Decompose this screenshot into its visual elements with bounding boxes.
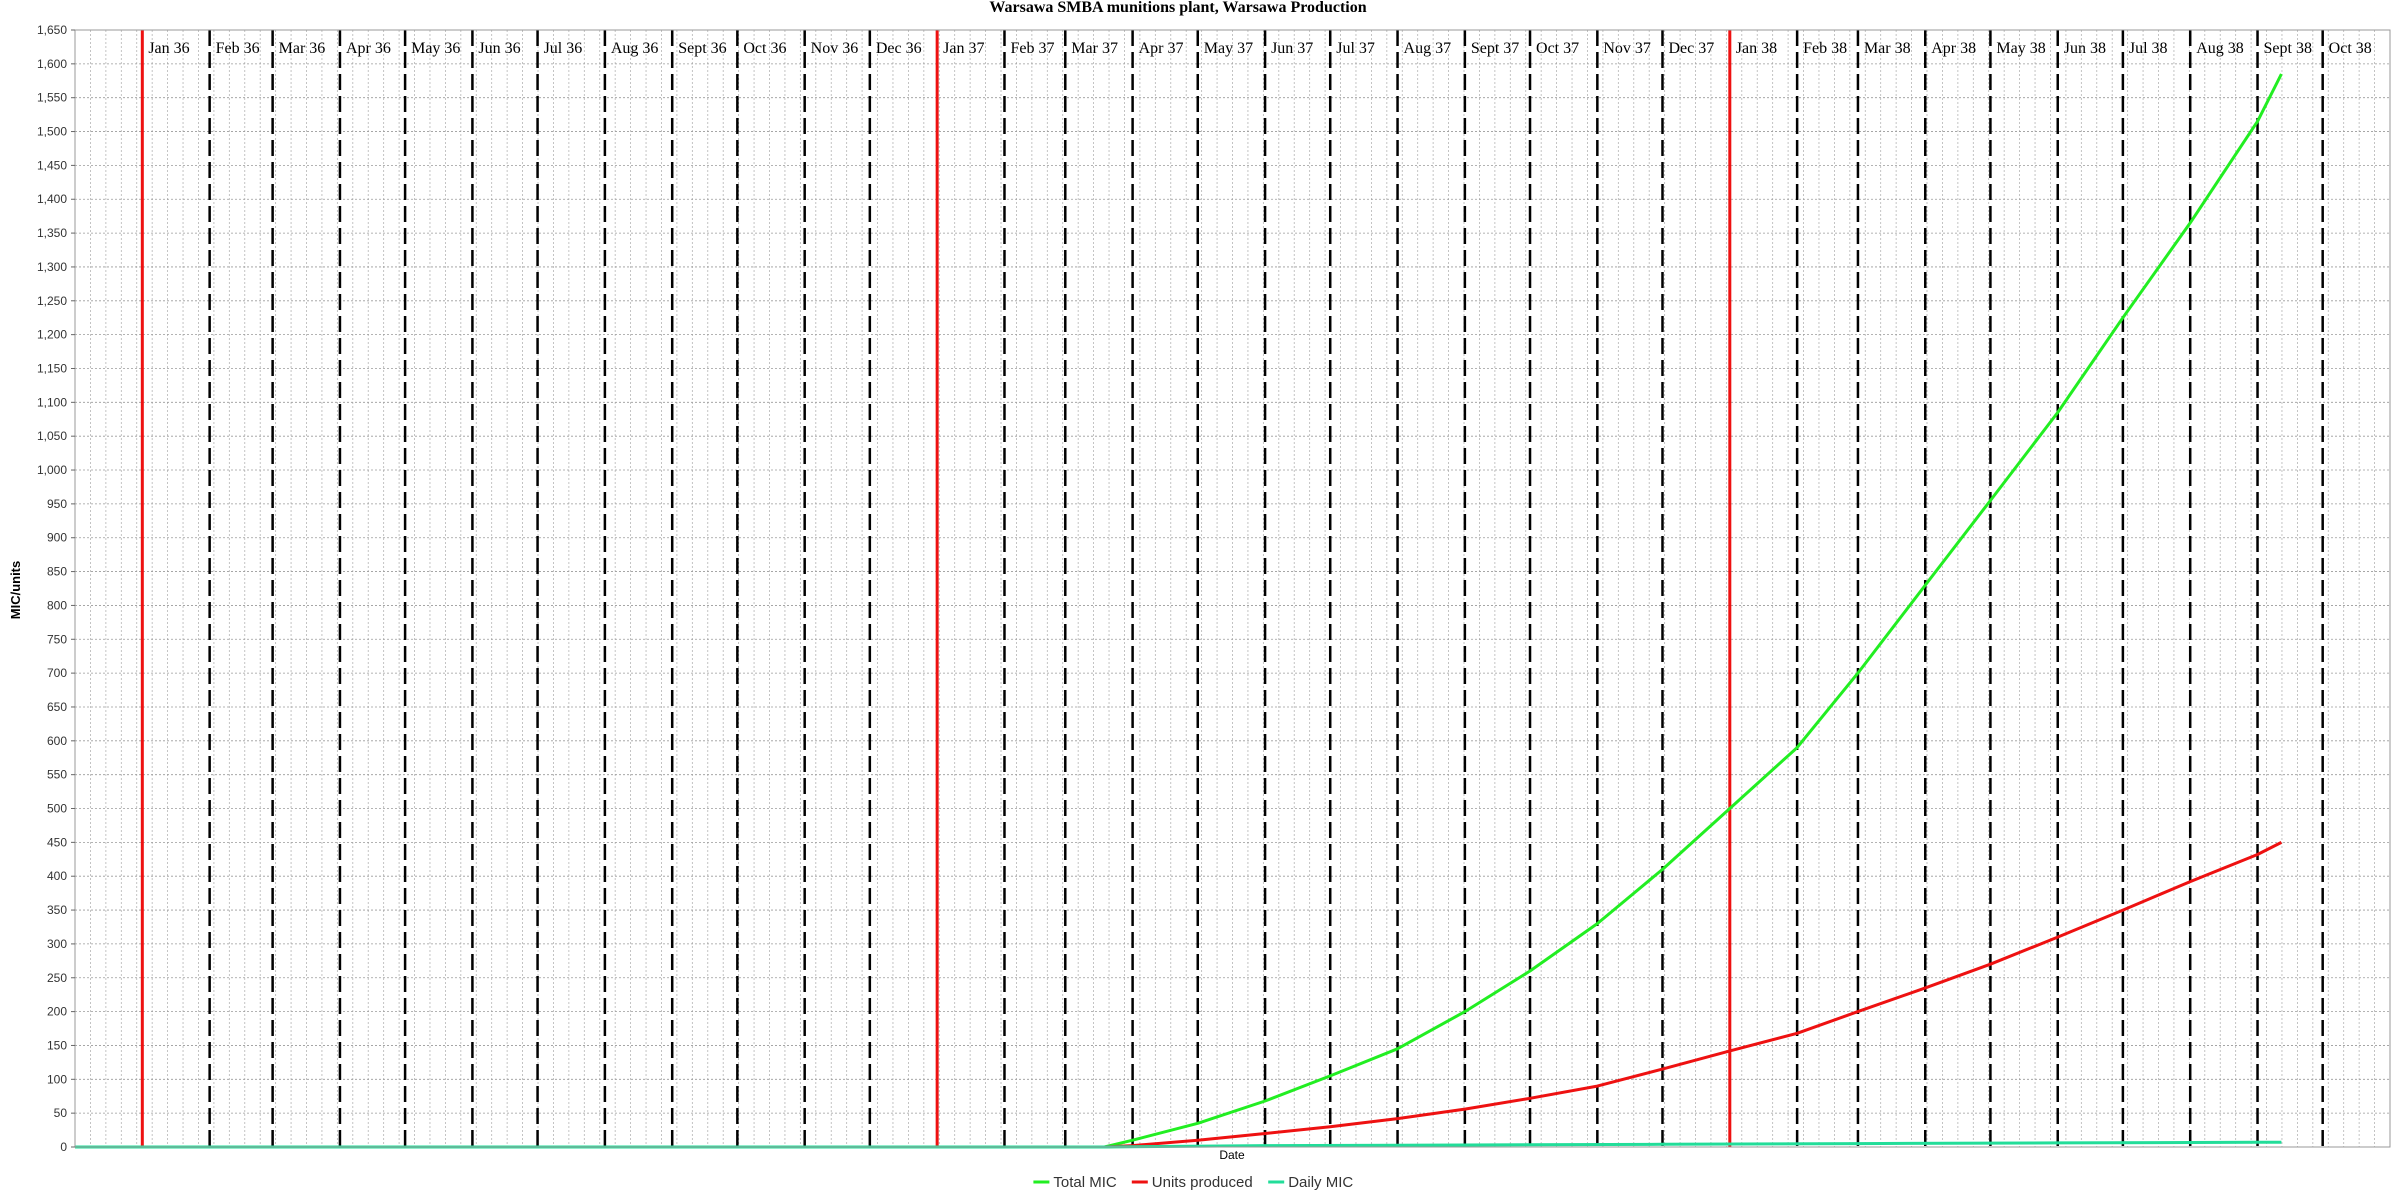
legend-label-total-mic: Total MIC [1053, 1174, 1117, 1191]
y-tick-label: 500 [47, 802, 67, 816]
y-tick-label: 750 [47, 632, 67, 646]
month-marker-label: Mar 36 [279, 40, 326, 57]
month-marker-label: Sept 38 [2264, 40, 2312, 57]
month-marker-label: Sept 36 [678, 40, 726, 57]
month-marker-label: Jun 38 [2064, 40, 2106, 57]
y-tick-label: 1,350 [37, 226, 67, 240]
y-tick-label: 1,200 [37, 328, 67, 342]
month-marker-label: Feb 37 [1010, 40, 1054, 57]
y-tick-label: 700 [47, 666, 67, 680]
y-tick-label: 300 [47, 937, 67, 951]
month-markers: Jan 36 Feb 36 Mar 36 Apr 36 May 36 Jun 36 Jul … [140, 30, 2372, 1147]
y-tick-label: 850 [47, 565, 67, 579]
y-tick-label: 350 [47, 903, 67, 917]
month-marker-label: Oct 36 [743, 40, 786, 57]
month-marker-label: Mar 37 [1071, 40, 1118, 57]
legend-label-daily-mic: Daily MIC [1288, 1174, 1353, 1191]
y-tick-label: 1,300 [37, 260, 67, 274]
chart-title: Warsawa SMBA munitions plant, Warsawa Pr… [989, 0, 1366, 16]
y-tick-label: 150 [47, 1038, 67, 1052]
y-axis-ticks: 0 50 100 150 200 250 300 350 400 450 500 550 600 650 7… [37, 23, 75, 1154]
month-marker-label: Nov 36 [811, 40, 859, 57]
y-tick-label: 1,000 [37, 463, 67, 477]
month-marker-label: Jan 36 [148, 40, 189, 57]
month-marker-label: Aug 37 [1404, 40, 1452, 57]
y-tick-label: 550 [47, 768, 67, 782]
month-marker-label: Jan 38 [1736, 40, 1777, 57]
y-tick-label: 0 [60, 1140, 67, 1154]
month-marker-label: Jul 36 [544, 40, 583, 57]
month-marker-label: Jun 37 [1271, 40, 1313, 57]
month-marker-label: Feb 38 [1803, 40, 1847, 57]
month-marker-label: Mar 38 [1864, 40, 1911, 57]
y-tick-label: 1,150 [37, 361, 67, 375]
y-tick-label: 1,100 [37, 395, 67, 409]
series-line-total-mic [1104, 73, 2283, 1149]
series-line-units-produced [1104, 841, 2283, 1149]
month-marker-label: Jul 38 [2129, 40, 2168, 57]
y-tick-label: 650 [47, 700, 67, 714]
y-tick-label: 1,050 [37, 429, 67, 443]
y-tick-label: 900 [47, 531, 67, 545]
y-tick-label: 1,400 [37, 192, 67, 206]
y-tick-label: 1,250 [37, 294, 67, 308]
month-marker-label: Aug 38 [2196, 40, 2244, 57]
y-axis-label: MIC/units [8, 561, 23, 620]
y-tick-label: 800 [47, 598, 67, 612]
y-tick-label: 450 [47, 835, 67, 849]
y-tick-label: 600 [47, 734, 67, 748]
month-marker-label: Jan 37 [943, 40, 984, 57]
month-marker-label: Jul 37 [1336, 40, 1375, 57]
month-marker-label: Apr 38 [1931, 40, 1976, 57]
y-tick-label: 400 [47, 869, 67, 883]
y-tick-label: 1,500 [37, 125, 67, 139]
month-marker-label: Aug 36 [611, 40, 659, 57]
y-tick-label: 1,600 [37, 57, 67, 71]
x-axis-label: Date [1219, 1148, 1245, 1162]
plot-border [74, 29, 2391, 1148]
y-tick-label: 1,650 [37, 23, 67, 37]
month-marker-label: Sept 37 [1471, 40, 1519, 57]
y-tick-label: 1,450 [37, 158, 67, 172]
month-marker-label: Jun 36 [478, 40, 520, 57]
y-tick-label: 250 [47, 971, 67, 985]
legend-label-units-produced: Units produced [1152, 1174, 1253, 1191]
y-tick-label: 200 [47, 1005, 67, 1019]
month-marker-label: May 37 [1204, 40, 1253, 57]
month-marker-label: Oct 38 [2329, 40, 2372, 57]
month-marker-label: Dec 36 [876, 40, 922, 57]
month-marker-label: Dec 37 [1668, 40, 1714, 57]
month-marker-label: Oct 37 [1536, 40, 1579, 57]
legend: Total MIC Units produced Daily MIC [1033, 1174, 1353, 1191]
y-tick-label: 100 [47, 1072, 67, 1086]
month-marker-label: Apr 37 [1139, 40, 1184, 57]
y-tick-label: 950 [47, 497, 67, 511]
plot-area [75, 30, 2390, 1147]
month-marker-label: May 38 [1996, 40, 2045, 57]
month-marker-label: May 36 [411, 40, 460, 57]
month-marker-label: Feb 36 [216, 40, 260, 57]
month-marker-label: Nov 37 [1603, 40, 1651, 57]
y-tick-label: 1,550 [37, 91, 67, 105]
month-marker-label: Apr 36 [346, 40, 391, 57]
y-tick-label: 50 [54, 1106, 68, 1120]
